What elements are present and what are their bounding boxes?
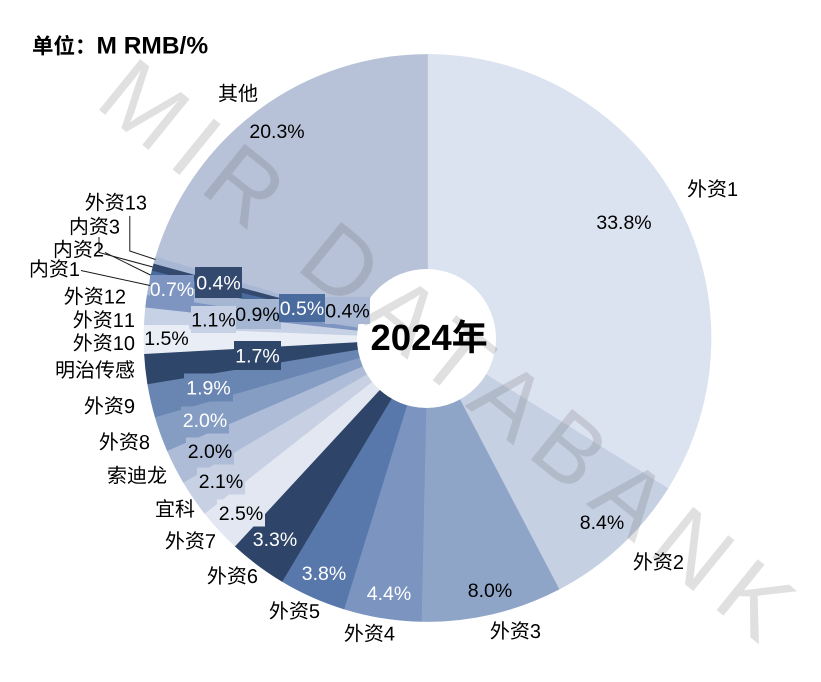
svg-text:M RMB/%: M RMB/% (97, 33, 209, 60)
svg-text:3.8%: 3.8% (302, 563, 346, 585)
svg-text:0.5%: 0.5% (280, 298, 324, 320)
svg-text:1.5%: 1.5% (144, 328, 188, 350)
svg-text:8.4%: 8.4% (580, 512, 624, 534)
svg-text:4.4%: 4.4% (367, 583, 411, 605)
svg-text:0.4%: 0.4% (196, 273, 240, 295)
svg-text:0.7%: 0.7% (150, 279, 194, 301)
svg-text:1.9%: 1.9% (186, 378, 230, 400)
svg-text:2.5%: 2.5% (219, 503, 263, 525)
svg-text:2.0%: 2.0% (188, 441, 232, 463)
svg-text:1.7%: 1.7% (235, 346, 279, 368)
svg-text:0.4%: 0.4% (325, 301, 369, 323)
svg-text:1.1%: 1.1% (191, 310, 235, 332)
svg-text:20.3%: 20.3% (249, 121, 304, 143)
svg-text:8.0%: 8.0% (468, 580, 512, 602)
svg-text:3.3%: 3.3% (253, 529, 297, 551)
svg-text:2.0%: 2.0% (183, 410, 227, 432)
svg-text:2.1%: 2.1% (199, 471, 243, 493)
svg-text:0.9%: 0.9% (235, 304, 279, 326)
svg-text:33.8%: 33.8% (596, 212, 651, 234)
